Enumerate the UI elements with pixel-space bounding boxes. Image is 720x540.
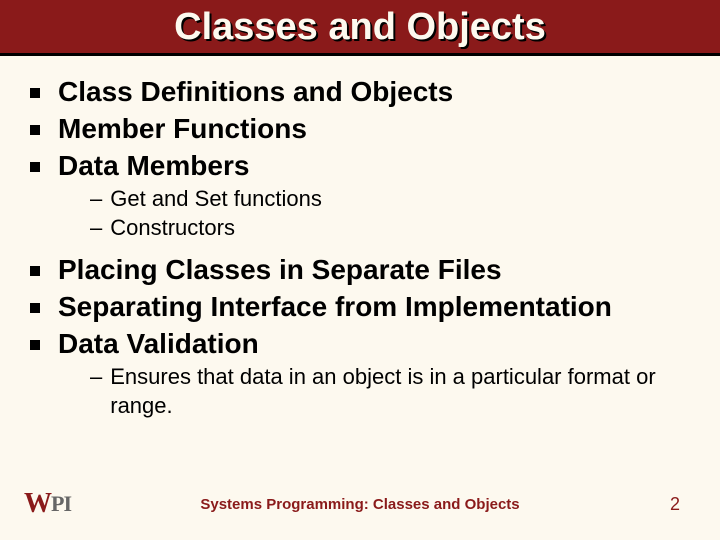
sub-item: – Constructors: [90, 214, 690, 243]
footer-title: Systems Programming: Classes and Objects: [200, 496, 519, 513]
sub-text: Get and Set functions: [110, 185, 322, 214]
logo-right: PI: [51, 491, 71, 517]
square-bullet-icon: [30, 162, 40, 172]
dash-bullet-icon: –: [90, 214, 102, 243]
square-bullet-icon: [30, 303, 40, 313]
sub-item: – Get and Set functions: [90, 185, 690, 214]
bullet-text: Class Definitions and Objects: [58, 74, 453, 109]
slide-content: Class Definitions and Objects Member Fun…: [0, 56, 720, 420]
bullet-text: Member Functions: [58, 111, 307, 146]
page-number: 2: [670, 494, 680, 515]
bullet-text: Separating Interface from Implementation: [58, 289, 612, 324]
square-bullet-icon: [30, 266, 40, 276]
sub-text: Constructors: [110, 214, 235, 243]
slide-title: Classes and Objects: [174, 6, 546, 49]
dash-bullet-icon: –: [90, 185, 102, 214]
bullet-text: Placing Classes in Separate Files: [58, 252, 502, 287]
square-bullet-icon: [30, 125, 40, 135]
title-bar: Classes and Objects: [0, 0, 720, 56]
bullet-item: Data Validation: [30, 326, 690, 361]
bullet-item: Class Definitions and Objects: [30, 74, 690, 109]
sub-item: – Ensures that data in an object is in a…: [90, 363, 690, 420]
square-bullet-icon: [30, 340, 40, 350]
slide: Classes and Objects Class Definitions an…: [0, 0, 720, 540]
bullet-text: Data Validation: [58, 326, 259, 361]
bullet-item: Separating Interface from Implementation: [30, 289, 690, 324]
sub-text: Ensures that data in an object is in a p…: [110, 363, 690, 420]
bullet-item: Member Functions: [30, 111, 690, 146]
sub-list: – Ensures that data in an object is in a…: [90, 363, 690, 420]
logo-left: W: [24, 488, 50, 520]
bullet-item: Data Members: [30, 148, 690, 183]
slide-footer: WPI Systems Programming: Classes and Obj…: [0, 488, 720, 520]
bullet-text: Data Members: [58, 148, 249, 183]
wpi-logo: WPI: [24, 488, 71, 520]
dash-bullet-icon: –: [90, 363, 102, 392]
square-bullet-icon: [30, 88, 40, 98]
sub-list: – Get and Set functions – Constructors: [90, 185, 690, 242]
bullet-item: Placing Classes in Separate Files: [30, 252, 690, 287]
